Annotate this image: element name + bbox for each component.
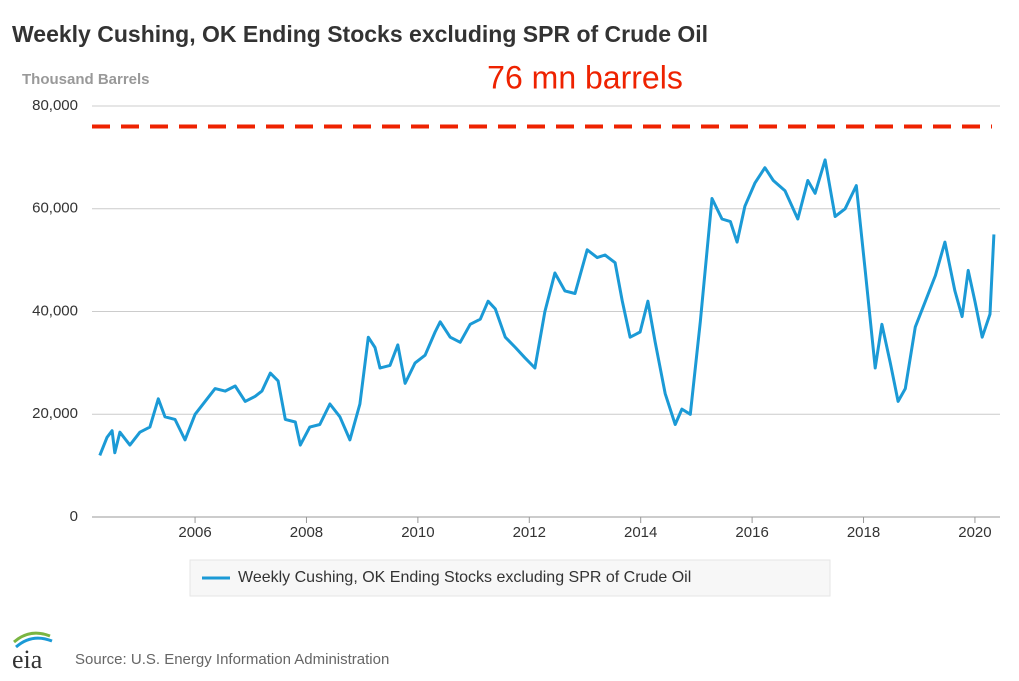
- y-tick-label: 0: [70, 508, 78, 525]
- x-tick-label: 2006: [178, 524, 211, 541]
- annotation: 76 mn barrels: [487, 59, 683, 95]
- source: Source: U.S. Energy Information Administ…: [75, 651, 389, 668]
- y-tick-label: 80,000: [32, 97, 78, 114]
- x-tick-label: 2010: [401, 524, 434, 541]
- y-tick-label: 20,000: [32, 405, 78, 422]
- y-tick-label: 40,000: [32, 302, 78, 319]
- logo-arc: [13, 631, 51, 644]
- y-tick-label: 60,000: [32, 200, 78, 217]
- legend-label: Weekly Cushing, OK Ending Stocks excludi…: [238, 569, 691, 586]
- x-tick-label: 2014: [624, 524, 657, 541]
- x-tick-label: 2008: [290, 524, 323, 541]
- data-line: [98, 158, 996, 456]
- logo-arc: [15, 636, 53, 649]
- chart-title: Weekly Cushing, OK Ending Stocks excludi…: [12, 21, 708, 47]
- x-tick-label: 2012: [513, 524, 546, 541]
- x-tick-label: 2020: [958, 524, 991, 541]
- eia-logo: eia: [12, 631, 53, 674]
- legend-box: [189, 559, 831, 597]
- x-tick-label: 2016: [735, 524, 768, 541]
- logo-text: eia: [12, 645, 43, 674]
- x-tick-label: 2018: [847, 524, 880, 541]
- y-axis-label: Thousand Barrels: [22, 71, 150, 88]
